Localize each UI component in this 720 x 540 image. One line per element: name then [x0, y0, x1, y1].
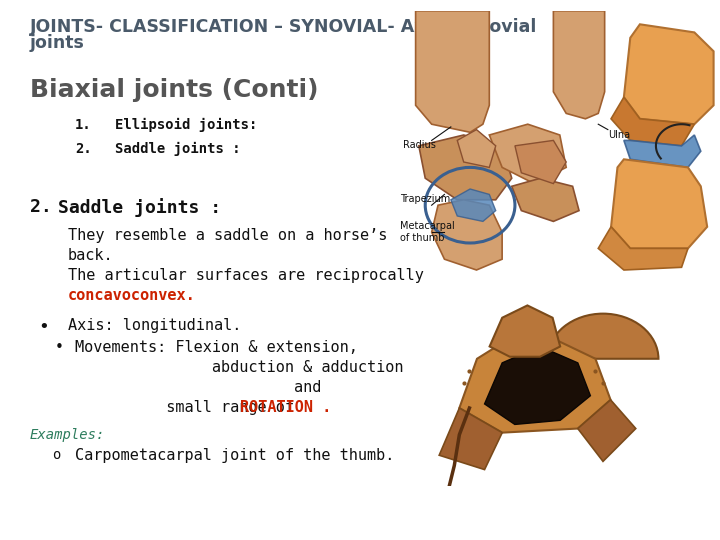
Text: 2.: 2. [75, 142, 91, 156]
Text: back.: back. [68, 248, 114, 263]
Text: joints: joints [30, 34, 85, 52]
Text: Axis: longitudinal.: Axis: longitudinal. [68, 318, 241, 333]
Text: Movements: Flexion & extension,: Movements: Flexion & extension, [75, 340, 358, 355]
Text: Trapezium: Trapezium [400, 194, 450, 205]
Wedge shape [547, 314, 659, 359]
Text: small range of: small range of [75, 400, 303, 415]
Polygon shape [515, 140, 566, 184]
Text: Saddle: Saddle [620, 190, 685, 208]
Text: Saddle joints :: Saddle joints : [58, 198, 221, 217]
Polygon shape [490, 124, 566, 184]
Text: abduction & adduction: abduction & adduction [75, 360, 403, 375]
Text: Radius: Radius [402, 140, 436, 151]
Text: Metacarpal
of thumb: Metacarpal of thumb [400, 221, 454, 243]
Polygon shape [624, 135, 701, 167]
Polygon shape [419, 135, 512, 200]
Polygon shape [611, 97, 694, 146]
Text: concavoconvex.: concavoconvex. [68, 288, 196, 303]
Text: The articular surfaces are reciprocally: The articular surfaces are reciprocally [68, 268, 424, 283]
Polygon shape [459, 338, 611, 433]
Text: Saddle joints :: Saddle joints : [115, 142, 240, 156]
Text: JOINTS- CLASSIFICATION – SYNOVIAL- Axial synovial: JOINTS- CLASSIFICATION – SYNOVIAL- Axial… [30, 18, 537, 36]
Text: Examples:: Examples: [30, 428, 105, 442]
Polygon shape [457, 130, 496, 167]
Text: •: • [38, 318, 49, 336]
Text: •: • [55, 340, 64, 355]
Polygon shape [598, 227, 688, 270]
Text: Biaxial joints (Conti): Biaxial joints (Conti) [30, 78, 318, 102]
Polygon shape [554, 11, 605, 119]
Polygon shape [512, 178, 579, 221]
Polygon shape [432, 200, 502, 270]
Text: and: and [75, 380, 321, 395]
Polygon shape [485, 347, 590, 424]
Polygon shape [439, 408, 502, 470]
Polygon shape [611, 159, 707, 248]
Polygon shape [490, 306, 560, 357]
Polygon shape [415, 11, 490, 132]
Polygon shape [624, 24, 714, 124]
Text: ROTATION .: ROTATION . [240, 400, 331, 415]
Polygon shape [451, 189, 496, 221]
Text: o: o [52, 448, 60, 462]
Text: Ellipsoid joints:: Ellipsoid joints: [115, 118, 257, 132]
Text: Carpometacarpal joint of the thumb.: Carpometacarpal joint of the thumb. [75, 448, 395, 463]
Text: 1.: 1. [75, 118, 91, 132]
Text: Ulna: Ulna [608, 130, 630, 140]
Text: They resemble a saddle on a horse’s: They resemble a saddle on a horse’s [68, 228, 387, 243]
Text: 2.: 2. [30, 198, 63, 216]
Polygon shape [577, 400, 636, 461]
